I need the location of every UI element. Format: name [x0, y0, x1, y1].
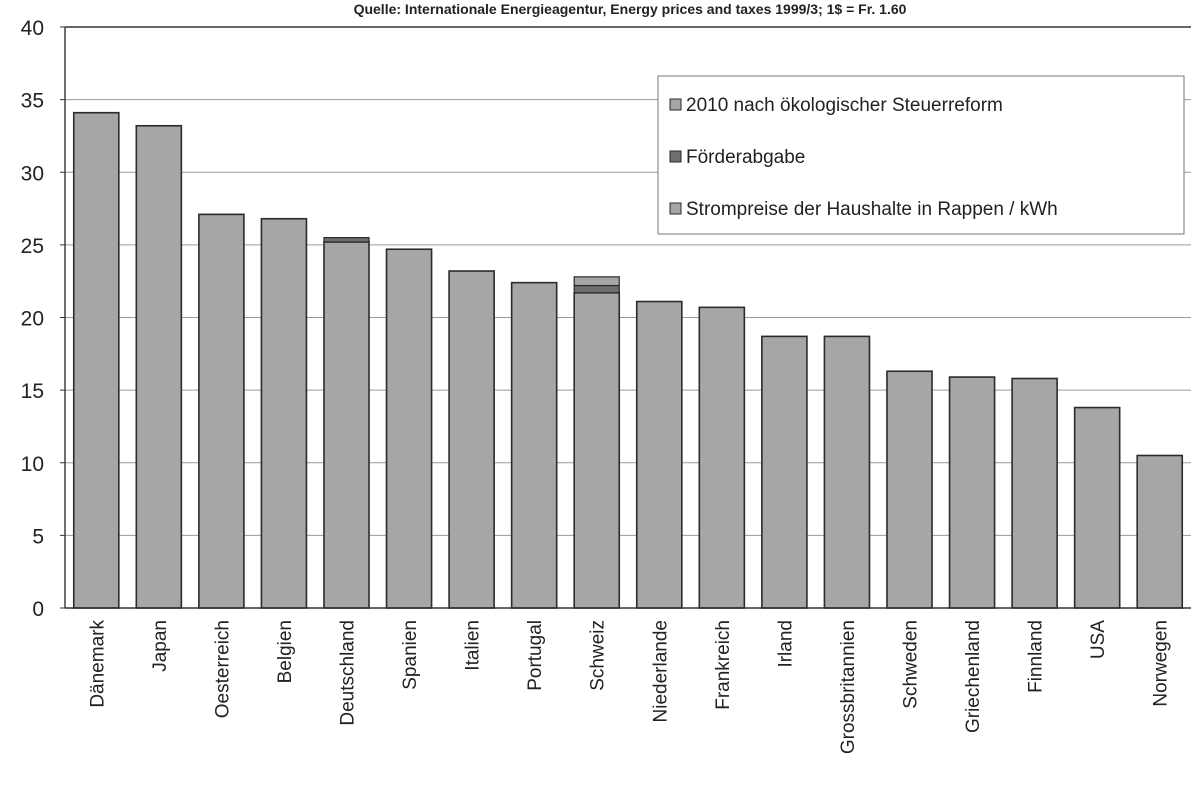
bar-strompreis: [761, 335, 808, 609]
x-tick-label: Oesterreich: [212, 620, 233, 718]
x-tick-label: Dänemark: [87, 620, 108, 708]
x-tick-label: USA: [1088, 620, 1109, 659]
x-tick-label: Irland: [775, 620, 796, 668]
bar-strompreis: [198, 213, 245, 609]
x-tick-label: Grossbritannien: [838, 620, 859, 754]
bar-strompreis: [72, 111, 120, 609]
bar-strompreis: [635, 300, 683, 609]
bar-strompreis: [823, 335, 871, 609]
bar-strompreis: [886, 370, 933, 609]
x-tick-label: Deutschland: [338, 620, 359, 726]
x-tick-label: Norwegen: [1151, 620, 1172, 707]
grid-lines: [65, 26, 1191, 536]
y-tick-label: 35: [21, 90, 44, 113]
x-tick-label: Italien: [463, 620, 484, 671]
legend-swatch: [669, 202, 682, 215]
bars: [72, 111, 1184, 609]
bar-strompreis: [323, 241, 370, 609]
y-tick-label: 5: [32, 525, 44, 548]
x-tick-label: Finnland: [1026, 620, 1047, 693]
bar-strompreis: [698, 306, 746, 609]
bar-strompreis: [1011, 377, 1058, 609]
x-tick-label: Schweden: [901, 620, 922, 709]
x-tick-label: Japan: [150, 620, 171, 672]
legend-label: 2010 nach ökologischer Steuerreform: [686, 95, 1003, 116]
y-tick-label: 40: [21, 17, 44, 40]
bar-steuerreform-2010: [573, 276, 620, 287]
bar-strompreis: [510, 281, 558, 609]
x-tick-label: Spanien: [400, 620, 421, 690]
x-tick-label: Schweiz: [588, 620, 609, 691]
y-tick-label: 20: [21, 308, 44, 331]
source-note: Quelle: Internationale Energieagentur, E…: [354, 1, 907, 17]
x-tick-label: Niederlande: [650, 620, 671, 722]
legend-box: [657, 75, 1185, 235]
bar-strompreis: [260, 217, 308, 609]
x-tick-label: Frankreich: [713, 620, 734, 710]
x-tick-label: Griechenland: [963, 620, 984, 733]
y-axis-ticks: 0 5 10 15 20 25 30 35 40: [21, 17, 65, 621]
x-tick-label: Belgien: [275, 620, 296, 683]
x-axis-labels: Dänemark Japan Oesterreich Belgien Deutschla…: [87, 620, 1171, 755]
legend: 2010 nach ökologischer Steuerreform Förde…: [657, 75, 1185, 235]
axes: [64, 26, 1191, 609]
y-tick-label: 0: [32, 598, 44, 621]
y-tick-label: 25: [21, 235, 44, 258]
bar-foerderabgabe: [323, 237, 370, 243]
bar-strompreis: [135, 124, 183, 609]
legend-label: Strompreise der Haushalte in Rappen / kW…: [686, 199, 1058, 220]
legend-swatch: [669, 98, 682, 111]
y-tick-label: 10: [21, 453, 44, 476]
bar-strompreis: [948, 376, 996, 609]
x-tick-label: Portugal: [525, 620, 546, 691]
bar-strompreis: [1073, 406, 1121, 609]
y-tick-label: 15: [21, 380, 44, 403]
bar-strompreis: [448, 270, 495, 609]
y-tick-label: 30: [21, 162, 44, 185]
bar-strompreis: [573, 292, 621, 609]
bar-foerderabgabe: [573, 284, 620, 294]
legend-swatch: [669, 150, 682, 163]
bar-strompreis: [1136, 454, 1184, 609]
bar-strompreis: [385, 248, 433, 609]
legend-label: Förderabgabe: [686, 147, 805, 168]
